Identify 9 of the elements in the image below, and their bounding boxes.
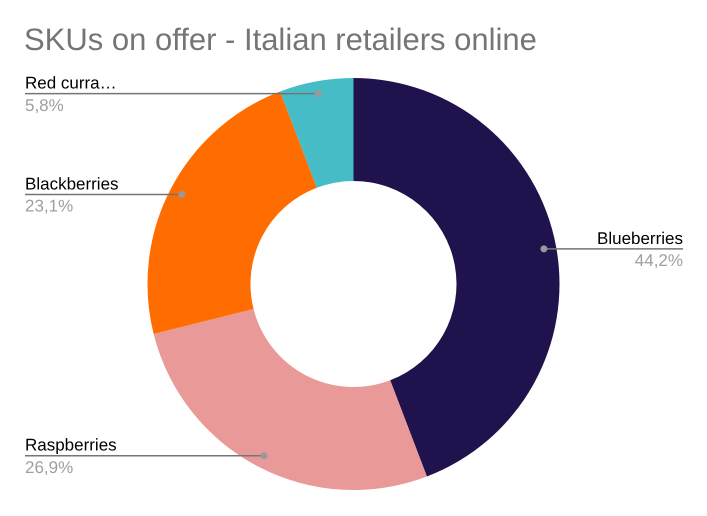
data-label: 23,1% bbox=[25, 196, 74, 216]
data-label: 5,8% bbox=[25, 96, 64, 115]
slice-label: Blueberries bbox=[597, 228, 683, 248]
slice-label: Blackberries bbox=[25, 174, 119, 194]
slice-label: Red curra… bbox=[25, 74, 117, 93]
data-label: 44,2% bbox=[634, 251, 683, 270]
slice-label: Raspberries bbox=[25, 436, 117, 455]
data-label: 26,9% bbox=[25, 458, 74, 477]
chart-title: SKUs on offer - Italian retailers online bbox=[24, 22, 537, 58]
